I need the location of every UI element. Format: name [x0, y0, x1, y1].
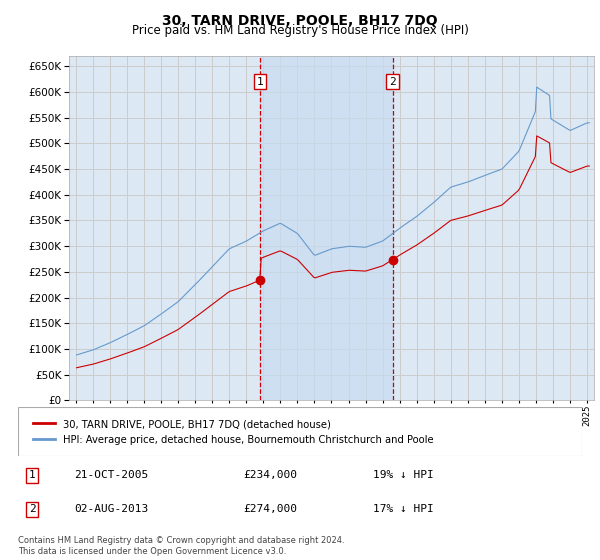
- Text: 1: 1: [29, 470, 35, 480]
- Text: 2: 2: [29, 505, 35, 515]
- Text: Contains HM Land Registry data © Crown copyright and database right 2024.
This d: Contains HM Land Registry data © Crown c…: [18, 536, 344, 556]
- Bar: [260, 56, 392, 400]
- Text: 1: 1: [257, 77, 263, 87]
- Text: 2: 2: [389, 77, 396, 87]
- Text: 21-OCT-2005: 21-OCT-2005: [74, 470, 149, 480]
- Text: £274,000: £274,000: [244, 505, 298, 515]
- Text: 30, TARN DRIVE, POOLE, BH17 7DQ: 30, TARN DRIVE, POOLE, BH17 7DQ: [162, 14, 438, 28]
- Text: Price paid vs. HM Land Registry's House Price Index (HPI): Price paid vs. HM Land Registry's House …: [131, 24, 469, 36]
- Text: 02-AUG-2013: 02-AUG-2013: [74, 505, 149, 515]
- Text: £234,000: £234,000: [244, 470, 298, 480]
- Text: 19% ↓ HPI: 19% ↓ HPI: [373, 470, 434, 480]
- Text: 17% ↓ HPI: 17% ↓ HPI: [373, 505, 434, 515]
- Legend: 30, TARN DRIVE, POOLE, BH17 7DQ (detached house), HPI: Average price, detached h: 30, TARN DRIVE, POOLE, BH17 7DQ (detache…: [29, 415, 437, 449]
